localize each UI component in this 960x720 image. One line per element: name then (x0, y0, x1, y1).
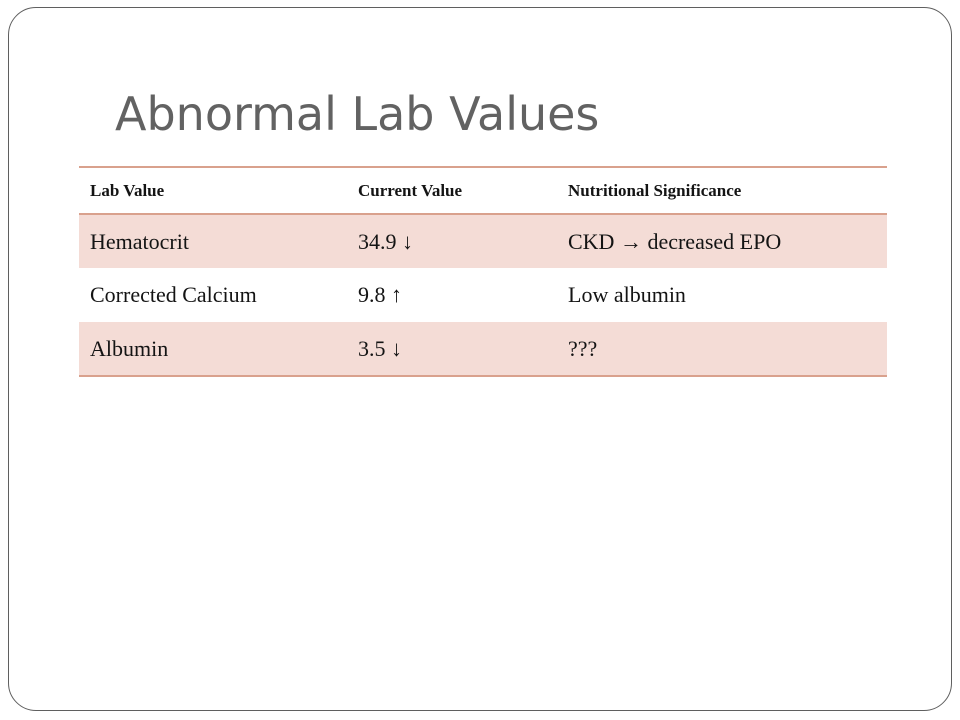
table-row: Corrected Calcium 9.8 ↑ Low albumin (79, 268, 887, 322)
lab-values-table: Lab Value Current Value Nutritional Sign… (79, 166, 887, 377)
cell-nutritional-significance: Low albumin (568, 282, 686, 307)
header-current-value: Current Value (358, 180, 463, 200)
header-nutritional-significance: Nutritional Significance (568, 180, 742, 200)
cell-current-value: 3.5 ↓ (358, 335, 402, 361)
cell-current-value: 9.8 ↑ (358, 282, 402, 307)
cell-lab-value: Albumin (90, 335, 169, 361)
cell-current-value: 34.9 ↓ (358, 228, 413, 254)
cell-lab-value: Corrected Calcium (90, 282, 257, 307)
table-row: Hematocrit 34.9 ↓ CKD → decreased EPO (79, 214, 887, 268)
table-header-row: Lab Value Current Value Nutritional Sign… (79, 167, 887, 214)
slide-title: Abnormal Lab Values (115, 87, 600, 141)
table-row: Albumin 3.5 ↓ ??? (79, 322, 887, 376)
cell-nutritional-significance: ??? (568, 335, 598, 361)
header-lab-value: Lab Value (90, 180, 165, 200)
cell-nutritional-significance: CKD → decreased EPO (568, 228, 782, 254)
cell-lab-value: Hematocrit (90, 228, 189, 254)
slide: Abnormal Lab Values (8, 7, 952, 711)
